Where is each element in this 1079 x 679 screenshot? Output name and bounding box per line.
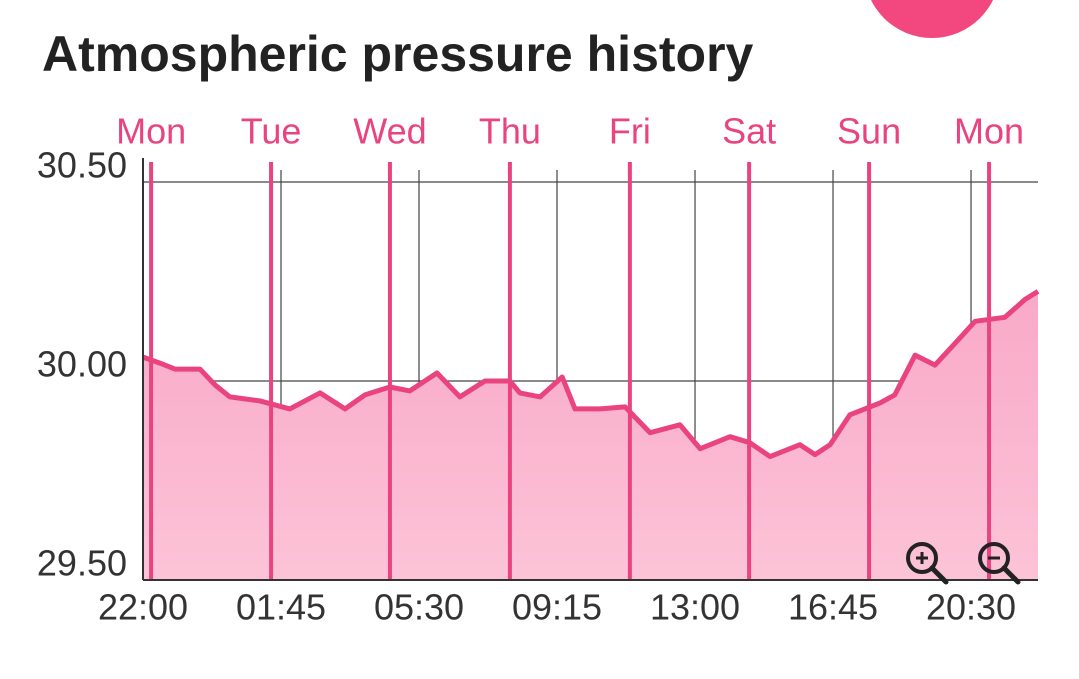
day-label: Sun <box>837 111 901 152</box>
x-tick-label: 13:00 <box>650 587 740 628</box>
y-tick-label: 30.50 <box>37 145 127 186</box>
day-markers: Mon Tue Wed Thu Fri Sat Sun Mon <box>116 111 1024 580</box>
zoom-out[interactable] <box>978 542 1021 585</box>
x-tick-label: 01:45 <box>236 587 326 628</box>
zoom-out-icon <box>978 542 1010 574</box>
day-label: Mon <box>954 111 1024 152</box>
x-tick-label: 20:30 <box>926 587 1016 628</box>
action-button[interactable] <box>864 0 1000 38</box>
x-tick-label: 22:00 <box>98 587 188 628</box>
day-label: Tue <box>241 111 302 152</box>
zoom-in-icon <box>929 565 949 585</box>
zoom-in[interactable] <box>906 542 949 585</box>
chart-title: Atmospheric pressure history <box>42 26 754 82</box>
x-tick-label: 09:15 <box>512 587 602 628</box>
axes: 29.50 30.00 30.50 22:00 01:45 05:30 09:15 13:00… <box>37 145 1038 628</box>
day-label: Thu <box>479 111 541 152</box>
day-label: Fri <box>609 111 651 152</box>
zoom-in-icon <box>906 542 938 574</box>
day-label: Mon <box>116 111 186 152</box>
day-label: Sat <box>722 111 776 152</box>
area <box>143 291 1038 580</box>
x-tick-label: 05:30 <box>374 587 464 628</box>
y-tick-label: 29.50 <box>37 543 127 584</box>
plot <box>142 289 1040 580</box>
y-tick-label: 30.00 <box>37 344 127 385</box>
x-tick-label: 16:45 <box>788 587 878 628</box>
zoom-out-icon <box>1001 565 1021 585</box>
day-label: Wed <box>353 111 426 152</box>
line <box>142 289 1040 460</box>
